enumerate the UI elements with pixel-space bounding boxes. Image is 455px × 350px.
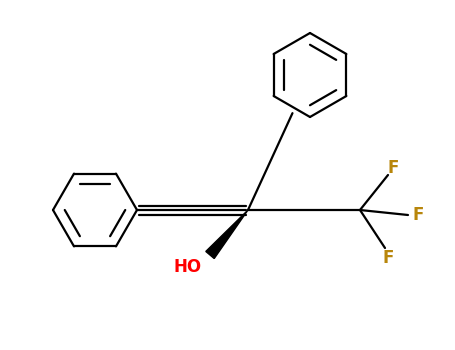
Polygon shape (206, 210, 248, 259)
Text: HO: HO (174, 258, 202, 276)
Text: F: F (412, 206, 424, 224)
Text: F: F (382, 249, 394, 267)
Text: F: F (387, 159, 399, 177)
